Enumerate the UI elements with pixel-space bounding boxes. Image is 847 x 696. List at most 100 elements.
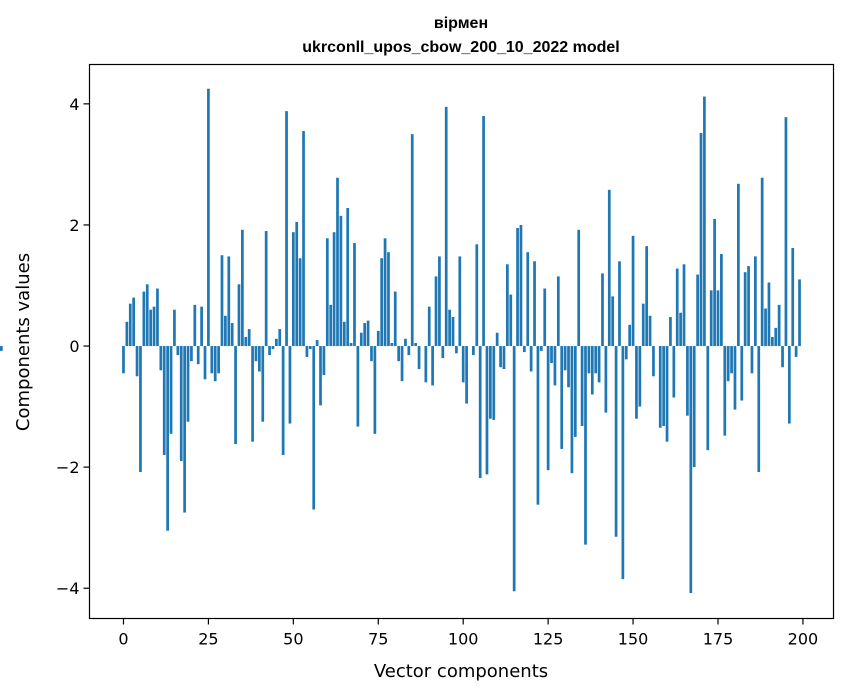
bar-81: [397, 346, 401, 362]
bar-177: [723, 346, 727, 436]
bar-34: [237, 284, 241, 347]
bar-143: [607, 189, 611, 347]
bar-152: [638, 346, 642, 407]
bar-39: [254, 346, 258, 362]
bar-136: [584, 346, 587, 545]
bar-179: [730, 346, 733, 374]
chart-title-line-2: ukrconll_upos_cbow_200_10_2022 model: [302, 39, 619, 56]
bar-69: [356, 346, 360, 427]
bar-10: [156, 288, 159, 347]
bar-94: [441, 346, 445, 359]
bar-164: [679, 312, 682, 347]
bar-68: [353, 243, 356, 347]
bar-76: [380, 258, 384, 347]
bar-73: [370, 346, 373, 362]
bar-95: [444, 106, 448, 347]
x-tick-label: 25: [198, 630, 218, 649]
bar-112: [502, 346, 506, 370]
bar-59: [322, 346, 326, 376]
bar-25: [207, 88, 210, 347]
bar-185: [750, 346, 754, 374]
bar-146: [618, 261, 621, 347]
bar-150: [631, 235, 635, 347]
bar-14: [169, 346, 173, 434]
bar-75: [376, 330, 380, 347]
bar-50: [291, 232, 295, 347]
bar-67: [349, 343, 353, 347]
bar-192: [774, 327, 778, 347]
bar-121: [533, 261, 536, 347]
bar-181: [737, 183, 740, 347]
bar-193: [777, 304, 781, 347]
bar-167: [689, 346, 693, 594]
bar-91: [431, 346, 434, 386]
bar-8: [149, 309, 153, 347]
bar-142: [604, 346, 608, 413]
bar-26: [210, 346, 214, 374]
bar-114: [509, 294, 513, 347]
bar-189: [764, 308, 767, 347]
bar-105: [478, 346, 482, 479]
bar-85: [410, 134, 414, 347]
bar-87: [417, 346, 421, 370]
bar-72: [366, 320, 370, 347]
bar-147: [621, 346, 625, 580]
bar-175: [716, 290, 720, 347]
bar-84: [407, 346, 411, 356]
bar-4: [135, 346, 139, 377]
bar-128: [556, 276, 560, 347]
bar-22: [196, 346, 200, 365]
x-axis-label: Vector components: [374, 661, 548, 682]
bar-186: [754, 256, 757, 347]
bar-86: [414, 343, 417, 347]
bar-31: [227, 256, 231, 347]
bar-178: [726, 346, 730, 382]
bar-132: [570, 346, 574, 474]
bar-2: [128, 303, 132, 347]
bar-120: [529, 346, 533, 372]
bar-133: [573, 346, 577, 437]
y-tick-label: −4: [56, 579, 80, 598]
bar-46: [278, 329, 282, 347]
bar-107: [485, 346, 489, 475]
bar-149: [628, 324, 632, 347]
bar-108: [489, 346, 492, 419]
bar-148: [624, 346, 628, 360]
bar-15: [173, 309, 176, 347]
bar-119: [526, 252, 530, 347]
bar-5: [139, 346, 142, 472]
bar-162: [672, 346, 676, 398]
bar-130: [563, 346, 567, 371]
bar-101: [465, 346, 468, 404]
bar-135: [580, 346, 584, 426]
bar-47: [281, 346, 285, 456]
bar-190: [767, 282, 771, 347]
bar-52: [298, 258, 302, 347]
bar-198: [794, 346, 798, 357]
bar-65: [342, 321, 346, 347]
bar-79: [390, 343, 394, 347]
bar-159: [662, 346, 665, 426]
bar-183: [743, 272, 747, 347]
bar-21: [193, 304, 197, 347]
bar-158: [658, 346, 662, 428]
bar-138: [590, 346, 594, 395]
bar-140: [597, 346, 601, 383]
bar-145: [614, 346, 618, 537]
x-tick-label: 50: [283, 630, 303, 649]
bar-171: [703, 96, 706, 347]
bar-187: [757, 346, 761, 472]
bar-83: [404, 338, 407, 347]
bar-161: [669, 316, 672, 347]
bar-55: [308, 346, 312, 350]
bar-12: [162, 346, 166, 456]
x-tick-label: 150: [618, 630, 649, 649]
bar-116: [516, 227, 519, 347]
bar-35: [241, 229, 244, 347]
bar-41: [261, 346, 265, 422]
y-tick-label: −2: [56, 458, 80, 477]
bar-6: [142, 291, 146, 347]
bar-36: [244, 336, 248, 347]
bar-74: [373, 346, 377, 434]
